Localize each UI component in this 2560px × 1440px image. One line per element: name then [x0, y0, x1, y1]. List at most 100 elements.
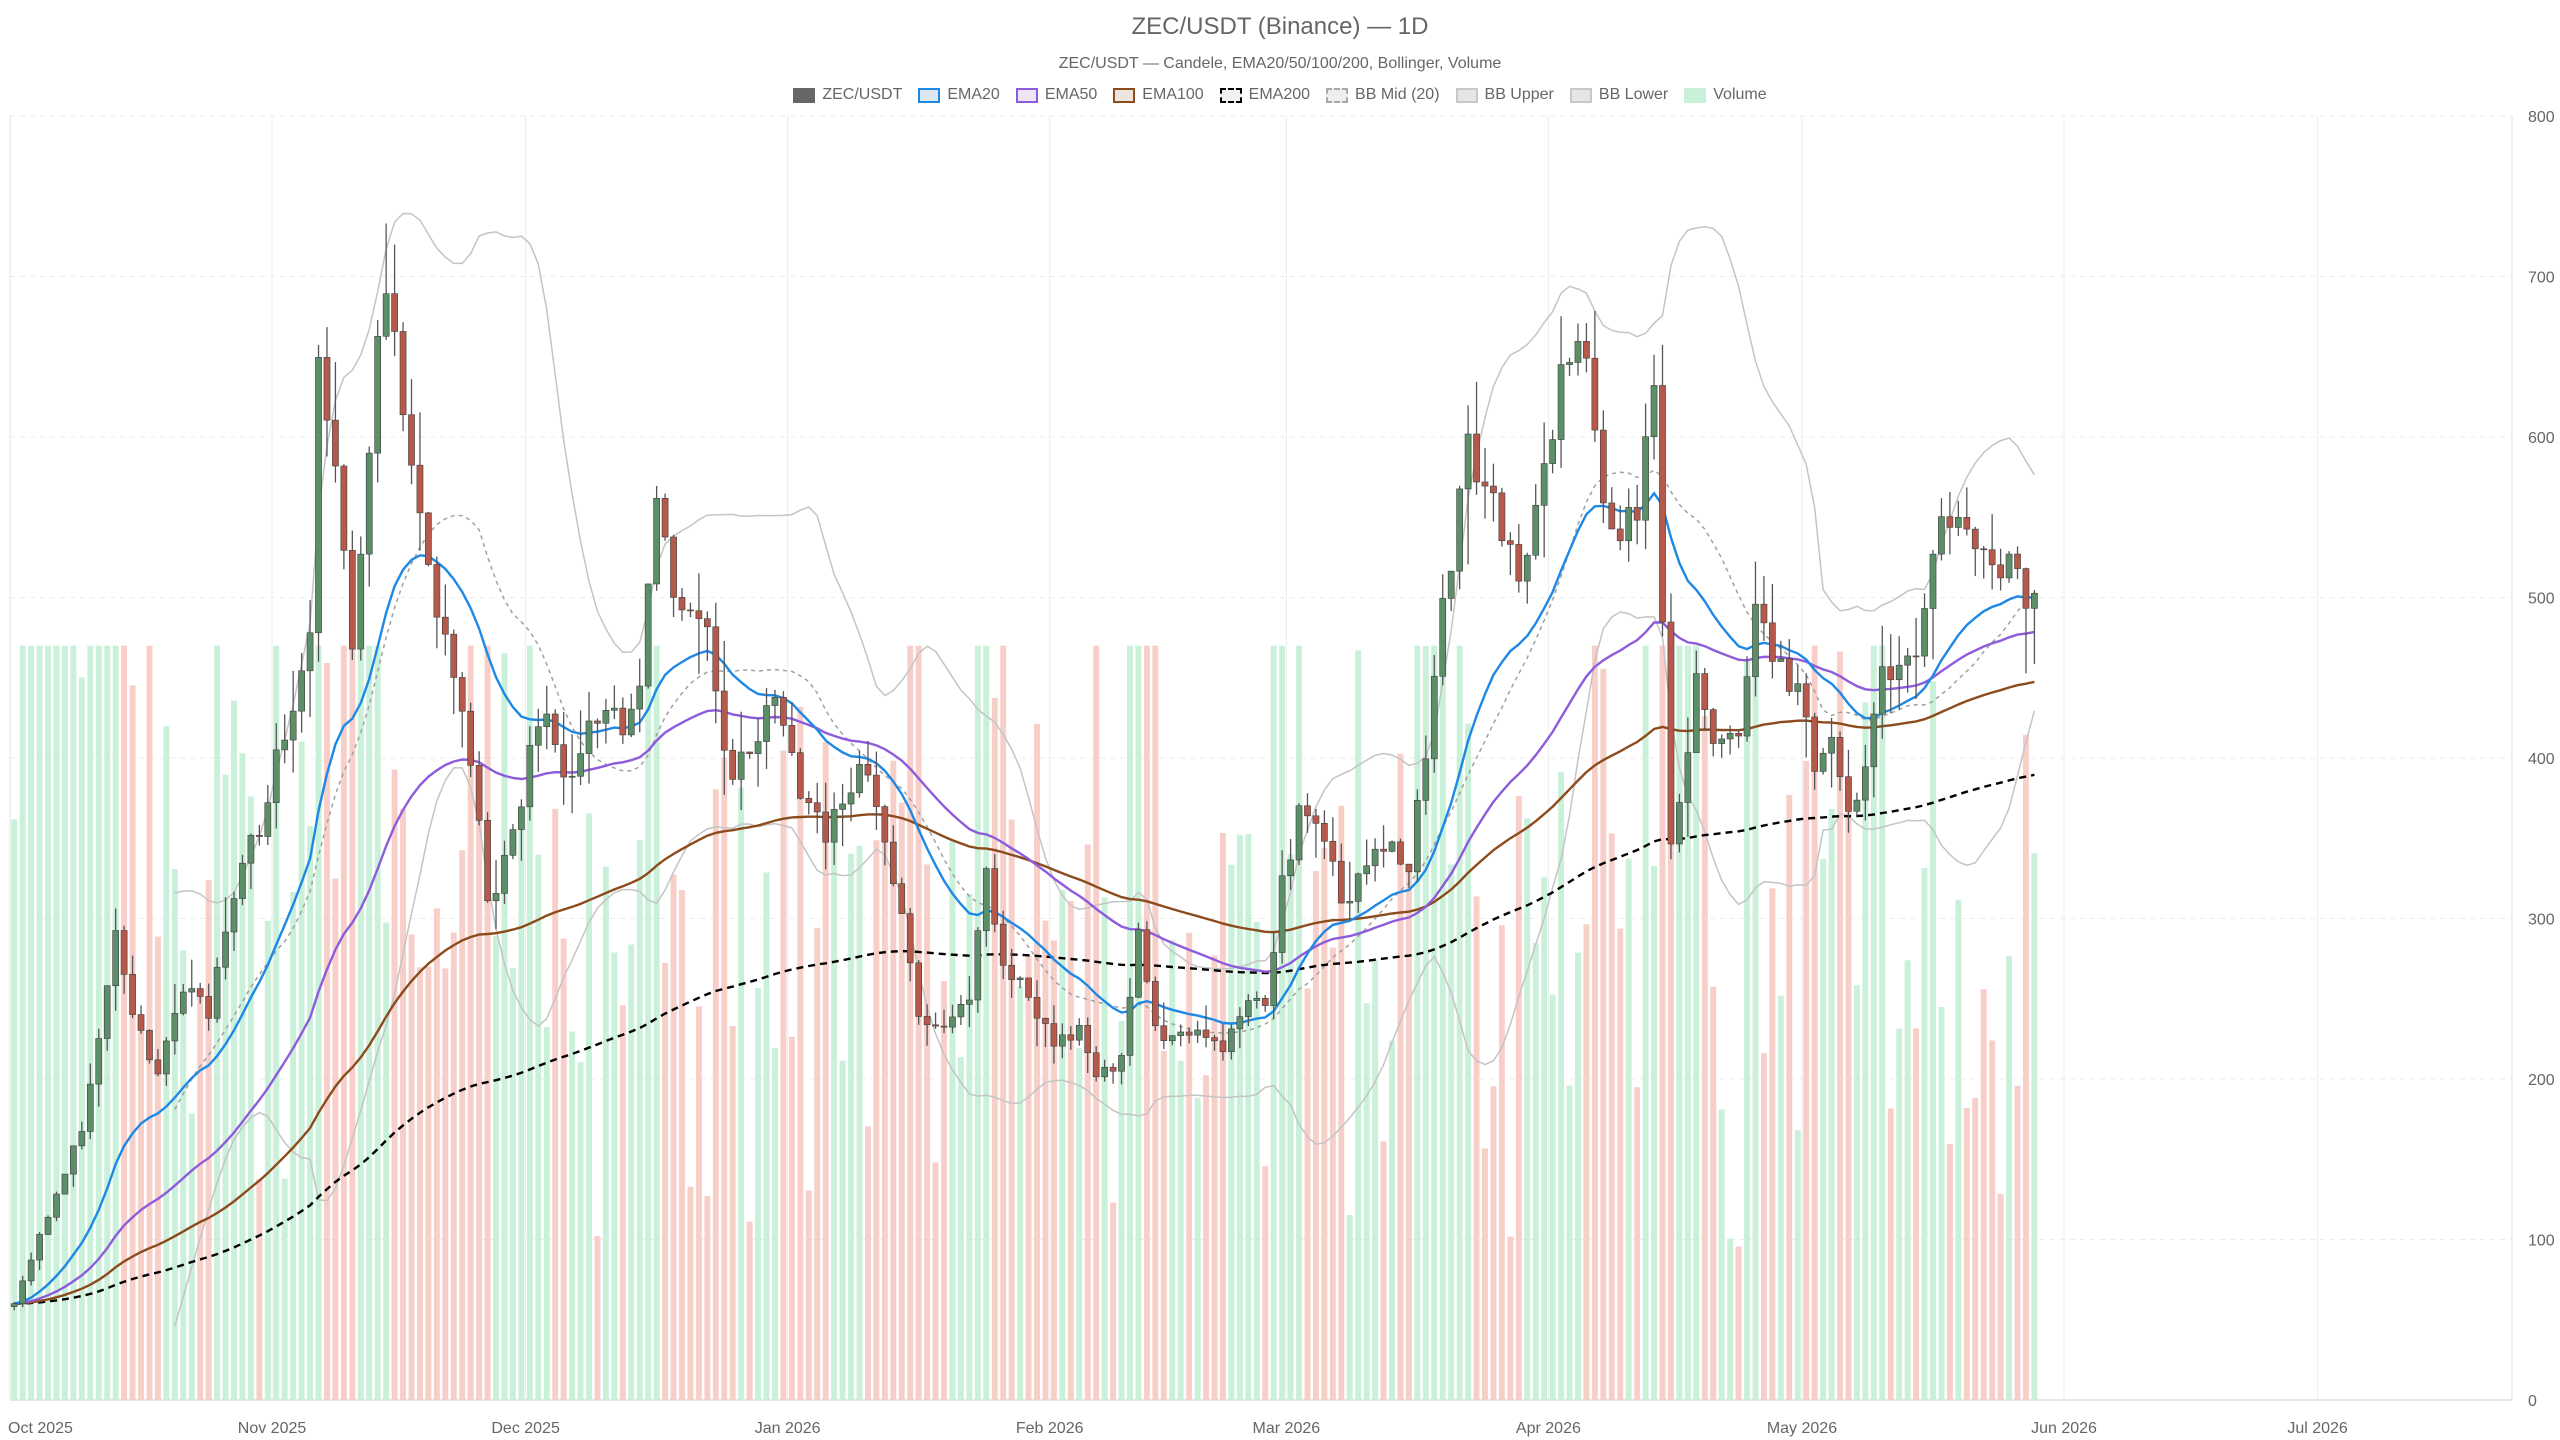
volume-bar — [1414, 645, 1421, 1400]
legend-item-ema100[interactable]: EMA100 — [1113, 86, 1204, 104]
candle — [1084, 1017, 1092, 1074]
candle — [619, 697, 627, 744]
volume-bar — [129, 685, 136, 1400]
legend-item-ema200[interactable]: EMA200 — [1219, 86, 1310, 104]
volume-bar — [1220, 832, 1226, 1400]
volume-bar — [907, 645, 914, 1400]
volume-bar — [602, 866, 609, 1400]
candle-body — [1608, 502, 1616, 530]
candle — [1735, 729, 1742, 748]
candle — [1532, 484, 1540, 560]
volume-bar — [1659, 645, 1666, 1400]
candle-body — [1557, 364, 1565, 440]
volume-bar — [788, 1036, 795, 1400]
volume-bar — [1287, 854, 1294, 1400]
volume-bar — [746, 1221, 753, 1400]
candle — [129, 955, 136, 1019]
candle — [188, 959, 196, 1007]
candle — [137, 1005, 145, 1034]
candle-body — [966, 999, 973, 1005]
candle — [315, 344, 322, 662]
candle-body — [1270, 952, 1278, 1006]
candle-body — [864, 764, 872, 776]
ema200-line — [14, 773, 2035, 1305]
candle — [2031, 589, 2038, 665]
candle — [10, 1302, 18, 1311]
candle-body — [1574, 341, 1582, 363]
legend-item-bb-lower[interactable]: BB Lower — [1569, 86, 1668, 104]
legend-label: ZEC/USDT — [822, 86, 903, 103]
candle-body — [1329, 840, 1337, 862]
candle — [856, 750, 863, 798]
candle — [1997, 548, 2004, 591]
candle-body — [1447, 570, 1455, 599]
candle — [1126, 978, 1134, 1066]
candle — [712, 602, 720, 724]
candle — [1591, 310, 1599, 442]
volume-bar — [1135, 645, 1142, 1400]
candle-body — [1405, 863, 1413, 873]
volume-bar — [349, 645, 356, 1400]
candle — [627, 693, 635, 738]
candle — [103, 985, 111, 1051]
candle — [1337, 843, 1345, 904]
y-tick-label: 400 — [2528, 751, 2555, 768]
volume-bar — [1634, 1087, 1641, 1400]
volume-bar — [28, 645, 35, 1400]
volume-bar — [1093, 645, 1100, 1400]
candle — [306, 600, 314, 718]
chart-title: ZEC/USDT (Binance) — 1D — [1131, 13, 1429, 40]
candle — [1135, 922, 1142, 999]
candle — [1075, 1018, 1083, 1046]
candle-body — [1211, 1037, 1218, 1042]
volume-bar — [1211, 955, 1218, 1400]
volume-bar — [1329, 947, 1336, 1400]
legend-item-ema50[interactable]: EMA50 — [1015, 86, 1097, 104]
candle-body — [1988, 549, 1996, 566]
legend-item-bb-mid-20[interactable]: BB Mid (20) — [1326, 86, 1440, 104]
volume-bar — [53, 645, 60, 1400]
volume-bar — [1059, 890, 1066, 1400]
candle — [780, 691, 787, 737]
candle-body — [2022, 568, 2030, 609]
volume-bar — [1980, 989, 1987, 1400]
candle-body — [2031, 592, 2038, 609]
candle-body — [1388, 841, 1396, 852]
x-tick-label: Feb 2026 — [1016, 1420, 1084, 1437]
candle-body — [36, 1234, 43, 1261]
candle-body — [1938, 516, 1945, 555]
x-tick-label: Mar 2026 — [1253, 1420, 1321, 1437]
candle — [1676, 793, 1683, 853]
candle-body — [1870, 713, 1878, 768]
candle-body — [146, 1030, 153, 1061]
volume-bar — [180, 950, 187, 1400]
volume-bar — [890, 760, 897, 1400]
legend-swatch — [1569, 87, 1592, 103]
volume-bar — [586, 813, 592, 1400]
candle — [1447, 570, 1455, 612]
y-tick-label: 800 — [2528, 109, 2555, 126]
volume-bar — [1667, 645, 1674, 1400]
x-tick-label: Nov 2025 — [238, 1420, 307, 1437]
candle-body — [171, 1013, 179, 1042]
candle — [1464, 405, 1472, 565]
legend-item-bb-upper[interactable]: BB Upper — [1455, 86, 1554, 104]
volume-bar — [577, 1062, 584, 1400]
candle-body — [1912, 655, 1920, 658]
volume-bar — [1760, 1053, 1767, 1400]
volume-bar — [611, 952, 618, 1400]
candle-body — [1616, 528, 1624, 542]
legend-item-ema20[interactable]: EMA20 — [918, 86, 1000, 104]
candle-body — [526, 744, 534, 808]
legend-item-zec-usdt[interactable]: ZEC/USDT — [793, 86, 902, 104]
y-tick-label: 0 — [2528, 1393, 2537, 1410]
candle-body — [737, 751, 745, 780]
candle-body — [788, 725, 796, 753]
volume-bar — [476, 800, 483, 1400]
candle-body — [1904, 655, 1911, 666]
volume-bar — [1084, 844, 1091, 1400]
legend-item-volume[interactable]: Volume — [1684, 86, 1767, 104]
candle-body — [1709, 709, 1717, 744]
candle — [1811, 712, 1818, 790]
candle — [670, 534, 677, 617]
